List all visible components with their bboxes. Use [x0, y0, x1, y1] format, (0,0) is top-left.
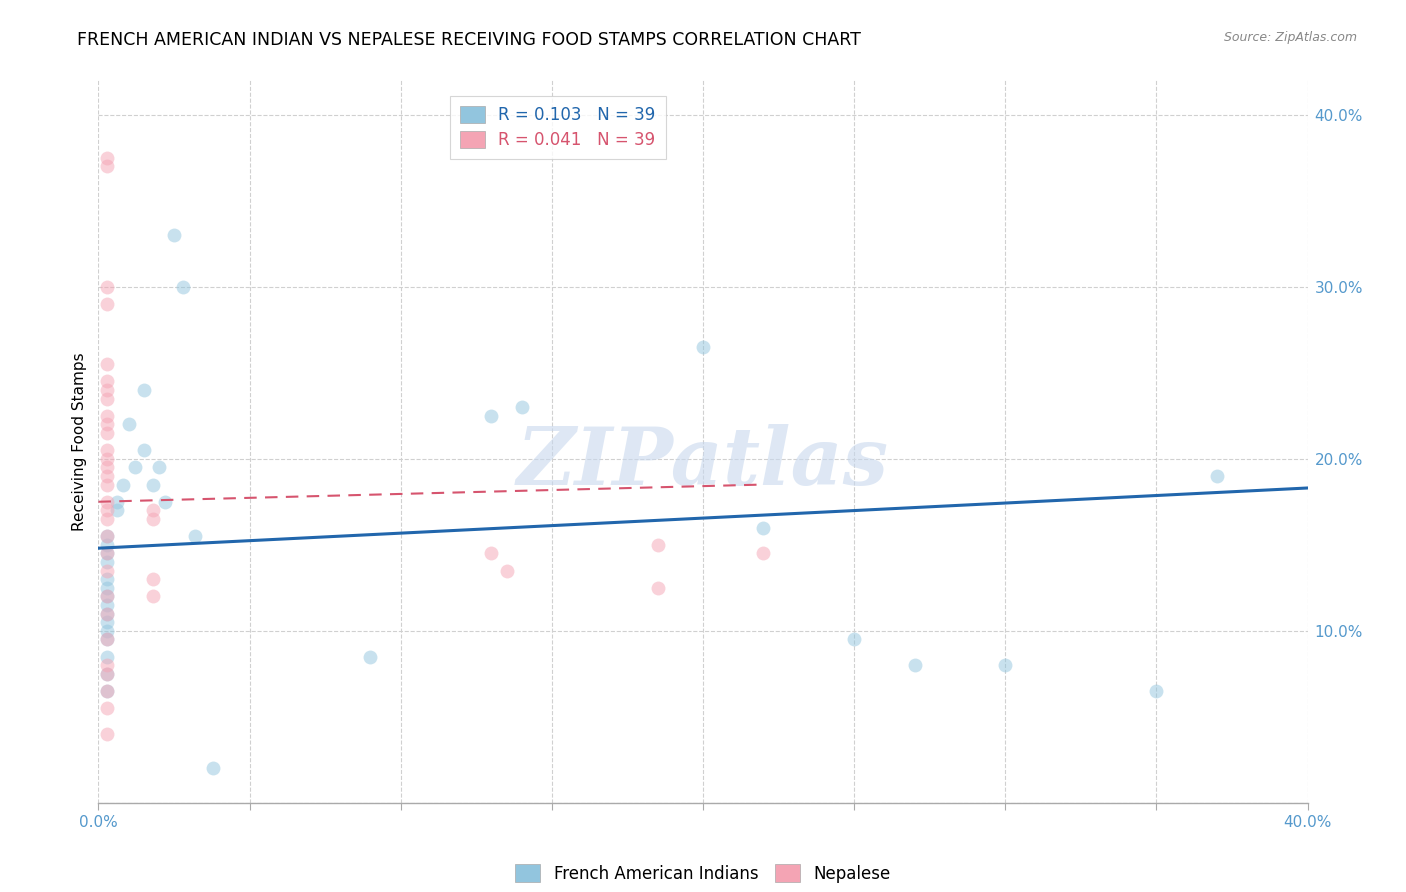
Point [495, 564, 517, 578]
Point [692, 340, 714, 354]
Text: Source: ZipAtlas.com: Source: ZipAtlas.com [1223, 31, 1357, 45]
Point [96, 598, 118, 612]
Point [96, 469, 118, 483]
Point [105, 503, 128, 517]
Point [172, 279, 194, 293]
Point [132, 443, 155, 458]
Point [96, 615, 118, 630]
Point [142, 572, 165, 586]
Point [96, 460, 118, 475]
Point [96, 624, 118, 638]
Point [360, 649, 382, 664]
Point [105, 494, 128, 508]
Point [118, 417, 141, 432]
Point [481, 409, 503, 423]
Point [96, 392, 118, 406]
Point [96, 409, 118, 423]
Point [148, 460, 170, 475]
Text: ZIPatlas: ZIPatlas [517, 425, 889, 502]
Point [96, 494, 118, 508]
Point [96, 503, 118, 517]
Point [96, 666, 118, 681]
Point [96, 546, 118, 560]
Text: FRENCH AMERICAN INDIAN VS NEPALESE RECEIVING FOOD STAMPS CORRELATION CHART: FRENCH AMERICAN INDIAN VS NEPALESE RECEI… [77, 31, 862, 49]
Point [96, 512, 118, 526]
Point [96, 701, 118, 715]
Point [96, 590, 118, 604]
Point [96, 151, 118, 165]
Point [96, 607, 118, 621]
Point [647, 581, 669, 595]
Point [96, 590, 118, 604]
Point [96, 658, 118, 673]
Point [96, 159, 118, 173]
Point [647, 538, 669, 552]
Point [142, 512, 165, 526]
Point [96, 684, 118, 698]
Point [96, 383, 118, 397]
Point [96, 529, 118, 543]
Point [96, 555, 118, 569]
Point [96, 443, 118, 458]
Point [96, 607, 118, 621]
Point [111, 477, 134, 491]
Point [96, 477, 118, 491]
Point [510, 400, 533, 414]
Point [904, 658, 927, 673]
Point [1144, 684, 1167, 698]
Point [153, 494, 176, 508]
Point [96, 451, 118, 466]
Point [96, 564, 118, 578]
Point [96, 727, 118, 741]
Point [844, 632, 866, 647]
Point [752, 546, 775, 560]
Point [142, 477, 165, 491]
Point [96, 297, 118, 311]
Point [163, 228, 186, 243]
Point [96, 375, 118, 389]
Point [96, 357, 118, 371]
Point [96, 572, 118, 586]
Point [142, 590, 165, 604]
Point [132, 383, 155, 397]
Point [1206, 469, 1229, 483]
Legend: French American Indians, Nepalese: French American Indians, Nepalese [505, 855, 901, 892]
Point [96, 279, 118, 293]
Point [96, 546, 118, 560]
Point [124, 460, 146, 475]
Point [96, 529, 118, 543]
Point [202, 761, 225, 775]
Point [96, 632, 118, 647]
Point [481, 546, 503, 560]
Y-axis label: Receiving Food Stamps: Receiving Food Stamps [72, 352, 87, 531]
Point [994, 658, 1017, 673]
Point [96, 632, 118, 647]
Point [752, 520, 775, 534]
Point [96, 666, 118, 681]
Point [142, 503, 165, 517]
Point [184, 529, 207, 543]
Point [96, 581, 118, 595]
Point [96, 417, 118, 432]
Point [96, 649, 118, 664]
Point [96, 684, 118, 698]
Point [96, 538, 118, 552]
Point [96, 425, 118, 440]
